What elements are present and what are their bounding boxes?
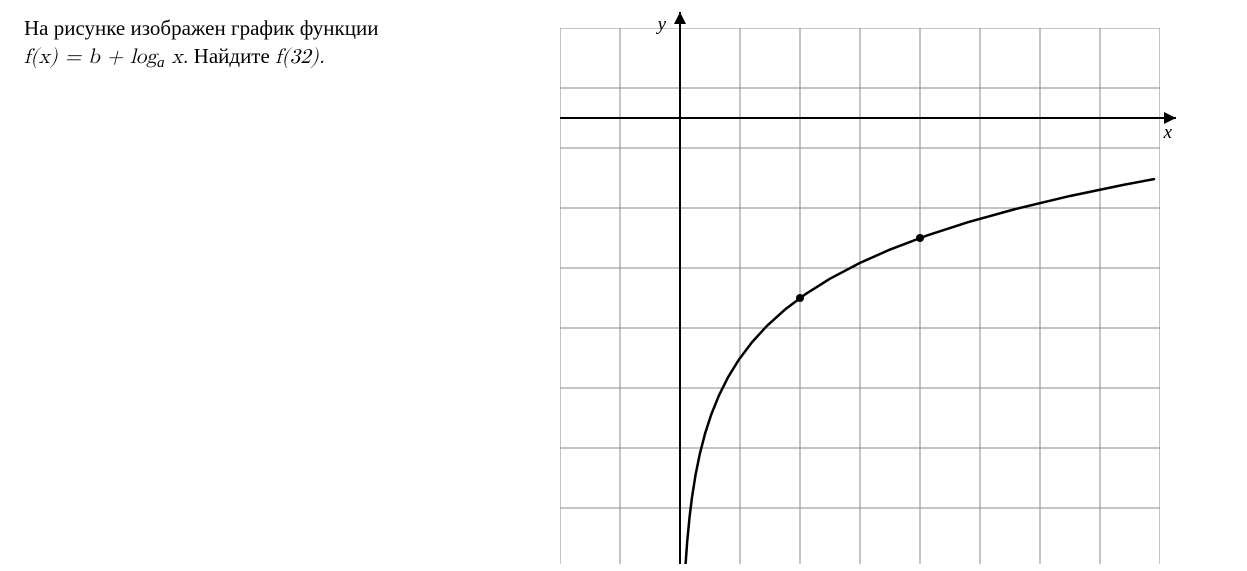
page: На рисунке изображен график функции f(x)… — [0, 0, 1247, 555]
problem-text: На рисунке изображен график функции f(x)… — [24, 14, 454, 74]
problem-line1: На рисунке изображен график функции — [24, 16, 378, 40]
chart-svg: yx — [540, 8, 1180, 564]
fn-sub: a — [157, 55, 165, 71]
svg-text:x: x — [1163, 122, 1173, 143]
fn-rhs: x. — [165, 47, 189, 68]
find-expr: f(32). — [275, 47, 325, 68]
find-prefix: Найдите — [188, 44, 275, 68]
fn-lhs: f(x) = b + log — [24, 47, 157, 68]
chart: yx — [540, 8, 1180, 571]
svg-text:y: y — [656, 14, 667, 35]
